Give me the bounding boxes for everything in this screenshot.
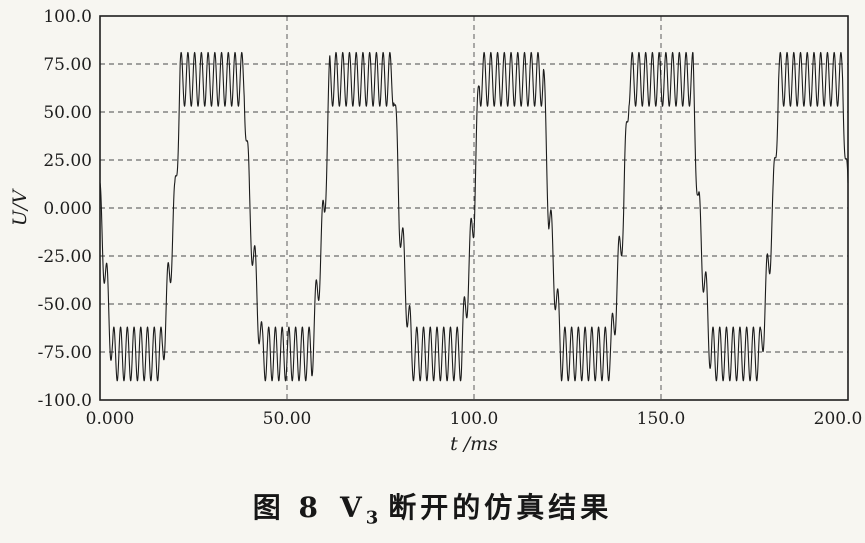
- component-symbol: V: [339, 491, 366, 524]
- figure-number: 图 8: [252, 491, 322, 524]
- y-tick-label: -100.0: [38, 391, 92, 411]
- x-tick-label: 50.00: [263, 409, 312, 429]
- x-axis-ticks: 0.000 50.00 100.0 150.0 200.0: [86, 409, 863, 429]
- y-tick-label: 75.00: [43, 55, 92, 75]
- y-axis-title: U/V: [9, 188, 31, 226]
- plot-border: [99, 15, 849, 401]
- y-tick-label: 25.00: [43, 151, 92, 171]
- y-tick-label: 50.00: [43, 103, 92, 123]
- x-axis-title: t /ms: [450, 433, 498, 455]
- x-tick-label: 200.0: [814, 409, 863, 429]
- figure-caption: 图 8 V3 断开的仿真结果: [0, 486, 865, 529]
- component-subscript: 3: [365, 507, 379, 529]
- y-tick-label: -75.00: [38, 343, 92, 363]
- x-tick-label: 150.0: [637, 409, 686, 429]
- simulation-chart: 100.0 75.00 50.00 25.00 0.000 -25.00 -50…: [9, 7, 863, 455]
- waveform-trace: [99, 51, 849, 382]
- y-tick-label: 0.000: [43, 199, 92, 219]
- y-tick-label: 100.0: [43, 7, 92, 27]
- chart-svg: 100.0 75.00 50.00 25.00 0.000 -25.00 -50…: [9, 7, 863, 455]
- plot-grid: [100, 16, 848, 400]
- y-tick-label: -25.00: [38, 247, 92, 267]
- x-tick-label: 0.000: [86, 409, 135, 429]
- y-tick-label: -50.00: [38, 295, 92, 315]
- caption-text: 断开的仿真结果: [388, 491, 613, 524]
- x-tick-label: 100.0: [450, 409, 499, 429]
- component-label: V3: [339, 491, 378, 529]
- y-axis-ticks: 100.0 75.00 50.00 25.00 0.000 -25.00 -50…: [38, 7, 92, 411]
